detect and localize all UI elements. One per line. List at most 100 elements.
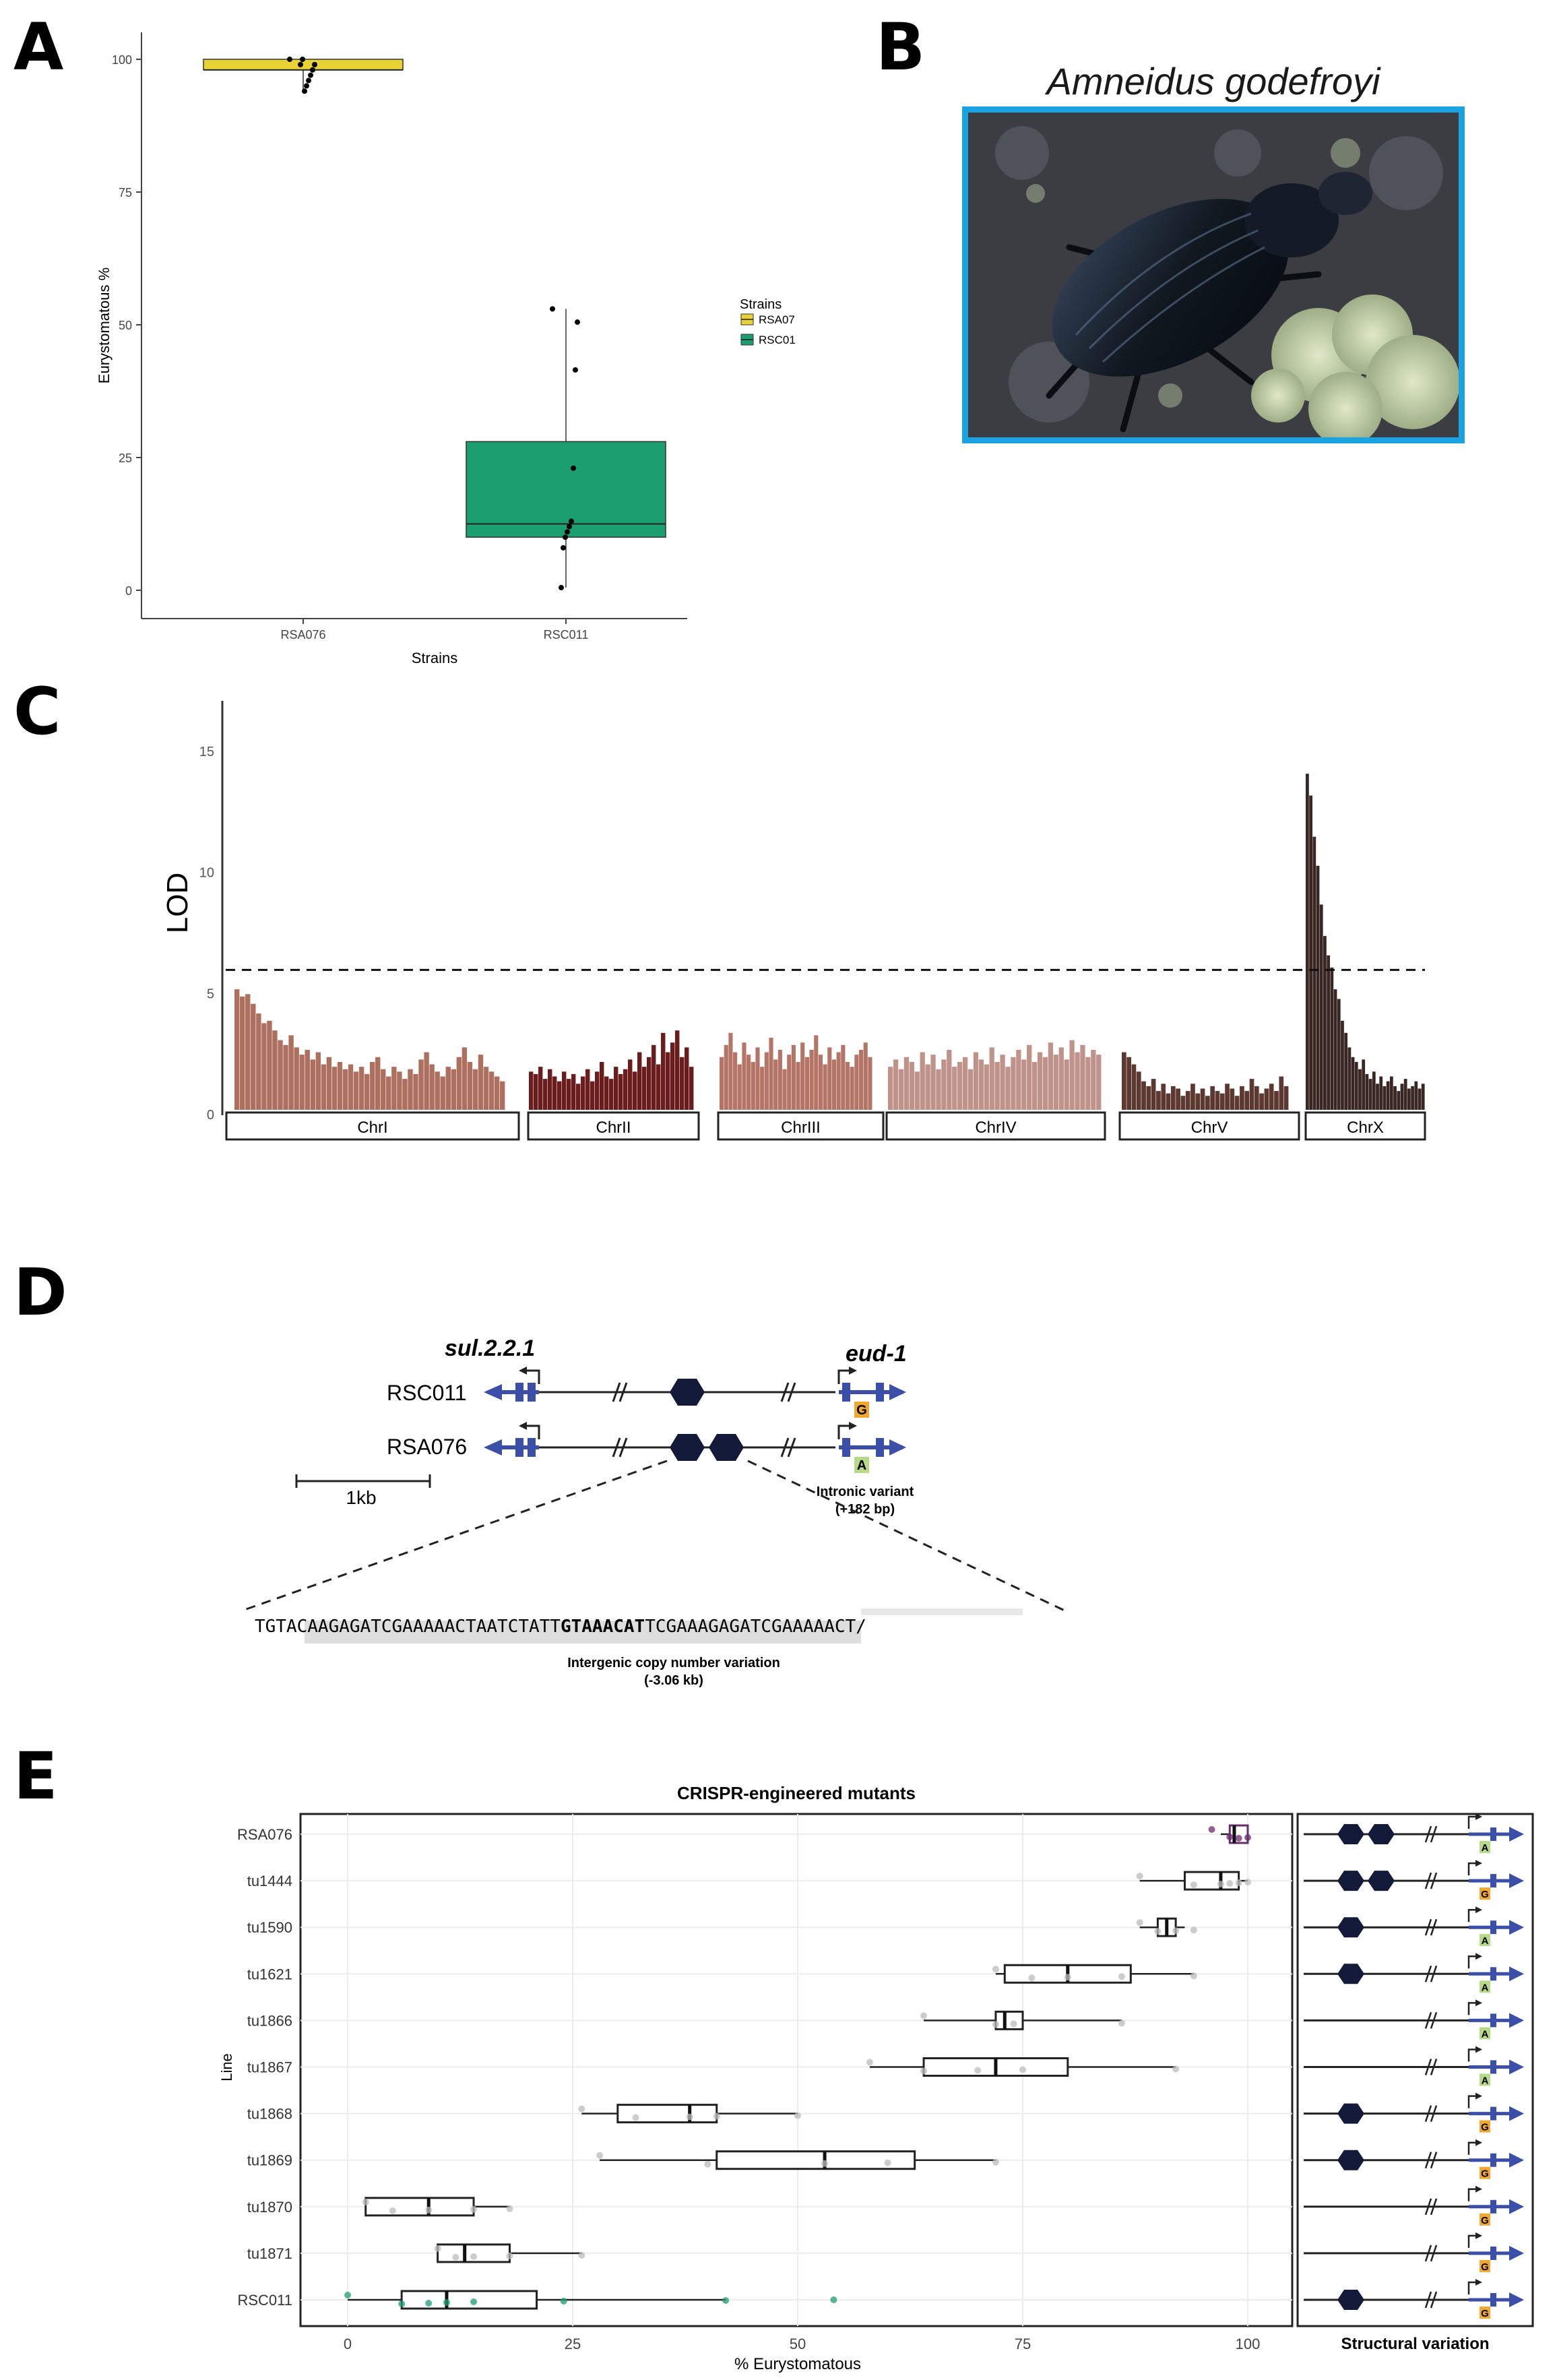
lod-bar-ChrI: [240, 996, 245, 1110]
lod-bar-ChrX: [1411, 1086, 1414, 1110]
lod-bar-ChrIII: [733, 1052, 738, 1110]
lod-bar-ChrX: [1397, 1091, 1401, 1110]
data-point: [312, 61, 317, 67]
allele-label: A: [1482, 2075, 1489, 2087]
lod-bar-ChrI: [381, 1069, 386, 1110]
allele-box: [1480, 2259, 1490, 2272]
data-point: [310, 67, 315, 73]
lod-bar-ChrII: [548, 1069, 552, 1110]
data-point: [563, 534, 568, 540]
lod-bar-ChrIII: [831, 1059, 837, 1110]
lod-bar-ChrX: [1400, 1084, 1404, 1110]
data-point: [1118, 2019, 1125, 2027]
gene-arrow: [1509, 2245, 1524, 2261]
lod-bar-ChrIV: [994, 1061, 1000, 1110]
lod-bar-ChrX: [1309, 795, 1312, 1110]
row-label: tu1870: [247, 2199, 292, 2216]
lod-bar-ChrI: [456, 1057, 462, 1110]
lod-bar-ChrIV: [967, 1069, 974, 1110]
chr-box: [885, 1111, 1106, 1141]
lod-bar-ChrV: [1122, 1052, 1126, 1110]
data-point: [575, 319, 580, 325]
y-axis-label: Eurystomatous %: [96, 268, 113, 383]
tss-arrow: [526, 1369, 540, 1384]
lod-bar-ChrI: [413, 1073, 418, 1110]
data-point: [308, 72, 313, 78]
sv-title: Structural variation: [1341, 2335, 1489, 2353]
lod-bar-ChrIV: [1058, 1047, 1064, 1110]
box-RSC011: [466, 441, 666, 538]
data-point: [1172, 1927, 1180, 1935]
break-mark: [1424, 1918, 1432, 1936]
allele-label: A: [1482, 1982, 1489, 1993]
lod-bar-ChrII: [590, 1081, 595, 1110]
lod-bar-ChrX: [1319, 904, 1323, 1110]
lod-bar-ChrX: [1347, 1047, 1352, 1110]
variant-label: (+182 bp): [835, 1502, 895, 1517]
lod-bar-ChrII: [670, 1042, 675, 1110]
box-tu1868: [616, 2104, 718, 2124]
tss-arrow-head: [1475, 2046, 1482, 2053]
data-point: [1226, 1834, 1234, 1840]
lod-bar-ChrII: [529, 1071, 534, 1110]
copy-number-element: [709, 1434, 744, 1461]
lod-bar-ChrIV: [962, 1057, 968, 1110]
lod-bar-ChrIV: [1011, 1057, 1016, 1110]
sequence: TGTACAAGAGATCGAAAAACTAATCTATTGTAAACATTCG…: [255, 1617, 866, 1637]
tss-arrow: [1467, 2188, 1477, 2201]
exon: [528, 1438, 536, 1457]
data-point: [992, 2158, 999, 2166]
row-label: tu1871: [247, 2245, 292, 2262]
lod-bar-ChrX: [1316, 865, 1320, 1110]
lod-bar-ChrIV: [952, 1067, 957, 1110]
lod-bar-ChrIII: [827, 1047, 832, 1110]
lod-bar-ChrV: [1161, 1084, 1166, 1110]
break-mark: [1430, 1965, 1438, 1982]
data-point: [1028, 1974, 1036, 1982]
lod-bar-ChrI: [440, 1076, 445, 1110]
lod-bar-ChrV: [1180, 1096, 1186, 1110]
lod-bar-ChrX: [1414, 1081, 1418, 1110]
lod-bar-ChrV: [1126, 1057, 1132, 1110]
lod-bar-ChrIV: [1005, 1067, 1011, 1110]
allele-box: [1480, 2027, 1490, 2040]
tss-arrow: [1467, 2002, 1477, 2015]
lod-bar-ChrX: [1372, 1071, 1376, 1110]
gene-arrow: [1509, 1966, 1524, 1982]
break-mark: [1430, 2059, 1438, 2075]
tss-arrow-head: [1475, 2185, 1482, 2193]
break-mark: [1424, 2059, 1432, 2075]
allele-label: G: [1481, 2261, 1489, 2273]
plot-frame: [299, 1813, 1294, 2327]
lod-bar-ChrI: [331, 1067, 338, 1110]
data-point: [1172, 2065, 1180, 2073]
lod-bar-ChrIV: [1091, 1049, 1096, 1110]
exon: [1490, 1874, 1496, 1888]
exon: [528, 1383, 536, 1402]
data-point: [1064, 1974, 1071, 1981]
lod-bar-ChrI: [299, 1055, 305, 1110]
break-mark: [780, 1437, 790, 1458]
data-point: [1118, 1973, 1125, 1980]
lod-bar-ChrV: [1244, 1091, 1250, 1110]
tss-arrow: [1467, 2234, 1477, 2248]
allele-box: [1480, 2307, 1490, 2319]
tss-arrow: [1467, 2095, 1477, 2108]
exon: [515, 1438, 523, 1457]
lod-bar-ChrIII: [777, 1049, 782, 1110]
break-mark: [1424, 2012, 1432, 2029]
lod-bar-ChrIV: [989, 1047, 994, 1110]
lod-bar-ChrIV: [1096, 1055, 1102, 1110]
lod-bar-ChrV: [1136, 1071, 1141, 1110]
x-axis-label: % Eurystomatous: [734, 2355, 861, 2373]
lod-bar-ChrIII: [796, 1061, 800, 1110]
beetle-photo: [962, 106, 1465, 443]
lod-bar-ChrII: [600, 1061, 604, 1110]
box-tu1866: [994, 2010, 1024, 2030]
break-mark: [787, 1382, 796, 1402]
lod-bar-ChrV: [1225, 1084, 1230, 1110]
exon: [842, 1383, 850, 1402]
sv-row-tu1444: G: [1304, 1860, 1524, 1900]
allele-label: G: [1481, 2215, 1489, 2226]
lod-bar-ChrX: [1403, 1079, 1407, 1110]
